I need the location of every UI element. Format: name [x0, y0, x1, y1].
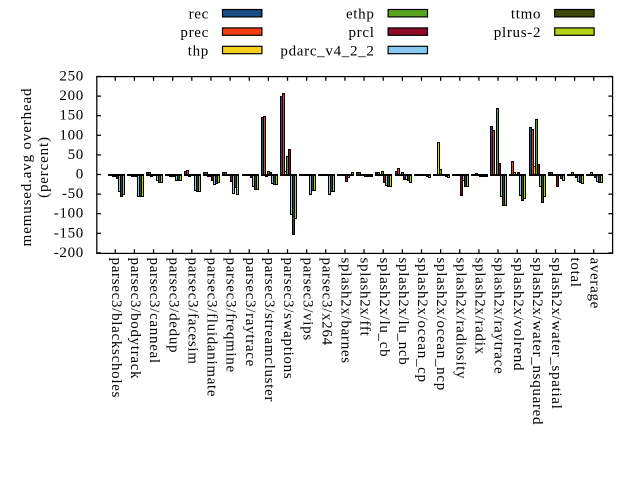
svg-text:200: 200 — [59, 88, 84, 104]
svg-text:parsec3/bodytrack: parsec3/bodytrack — [127, 258, 143, 380]
svg-text:splash2x/ocean_cp: splash2x/ocean_cp — [414, 258, 430, 383]
svg-text:pdarc_v4_2_2: pdarc_v4_2_2 — [280, 43, 374, 59]
svg-text:-150: -150 — [54, 225, 84, 241]
svg-text:thp: thp — [188, 43, 209, 59]
svg-text:splash2x/lu_ncb: splash2x/lu_ncb — [395, 258, 411, 366]
svg-text:parsec3/x264: parsec3/x264 — [318, 258, 334, 346]
svg-text:splash2x/radiosity: splash2x/radiosity — [452, 258, 468, 380]
svg-text:parsec3/freqmine: parsec3/freqmine — [223, 258, 239, 373]
svg-text:parsec3/vips: parsec3/vips — [299, 258, 315, 341]
svg-text:parsec3/streamcluster: parsec3/streamcluster — [261, 258, 277, 403]
svg-text:rec: rec — [189, 7, 209, 23]
svg-text:-200: -200 — [54, 245, 84, 261]
svg-text:plrus-2: plrus-2 — [494, 25, 541, 41]
svg-text:-50: -50 — [62, 186, 84, 202]
svg-text:parsec3/canneal: parsec3/canneal — [146, 258, 162, 364]
svg-text:splash2x/fft: splash2x/fft — [357, 258, 373, 337]
svg-text:parsec3/facesim: parsec3/facesim — [184, 258, 200, 365]
svg-text:ttmo: ttmo — [511, 7, 541, 23]
svg-text:memused.avg overhead: memused.avg overhead — [19, 88, 35, 247]
svg-text:parsec3/fluidanimate: parsec3/fluidanimate — [204, 258, 220, 398]
svg-text:ethp: ethp — [346, 7, 375, 23]
svg-text:splash2x/volrend: splash2x/volrend — [510, 258, 526, 372]
svg-text:-100: -100 — [54, 206, 84, 222]
svg-text:parsec3/blackscholes: parsec3/blackscholes — [108, 258, 124, 399]
svg-text:splash2x/lu_cb: splash2x/lu_cb — [376, 258, 392, 358]
svg-text:total: total — [567, 258, 583, 288]
svg-text:splash2x/radix: splash2x/radix — [472, 258, 488, 355]
svg-text:prec: prec — [180, 25, 209, 41]
svg-text:0: 0 — [76, 167, 84, 183]
svg-text:splash2x/barnes: splash2x/barnes — [338, 258, 354, 364]
svg-text:splash2x/ocean_ncp: splash2x/ocean_ncp — [433, 258, 449, 391]
svg-text:parsec3/dedup: parsec3/dedup — [165, 258, 181, 354]
svg-text:splash2x/water_nsquared: splash2x/water_nsquared — [529, 258, 545, 426]
svg-text:parsec3/swaptions: parsec3/swaptions — [280, 258, 296, 380]
svg-text:splash2x/water_spatial: splash2x/water_spatial — [548, 258, 564, 410]
svg-text:50: 50 — [68, 147, 84, 163]
svg-text:parsec3/raytrace: parsec3/raytrace — [242, 258, 258, 367]
svg-text:splash2x/raytrace: splash2x/raytrace — [491, 258, 507, 375]
svg-text:150: 150 — [59, 108, 84, 124]
svg-text:(percent): (percent) — [36, 136, 52, 198]
svg-text:prcl: prcl — [348, 25, 374, 41]
svg-text:100: 100 — [59, 127, 84, 143]
svg-text:average: average — [586, 258, 602, 310]
svg-text:250: 250 — [59, 69, 84, 85]
